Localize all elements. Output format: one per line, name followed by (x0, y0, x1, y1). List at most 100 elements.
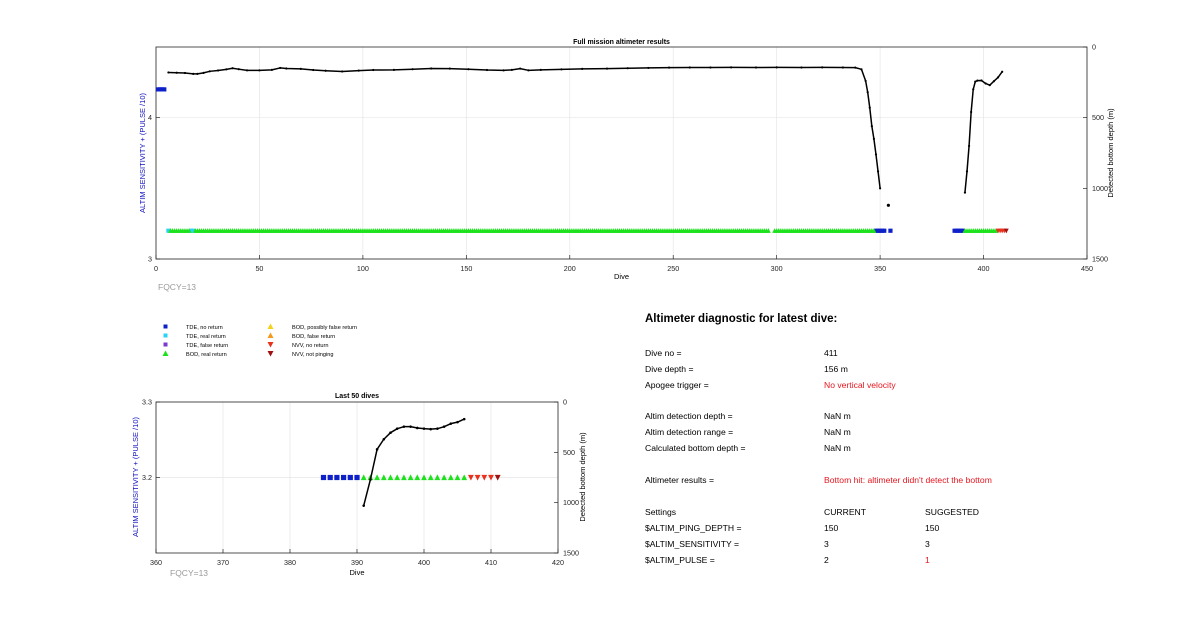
depth-point (854, 66, 857, 69)
altim-depth-label: Altim detection depth = (645, 411, 733, 421)
marker-bod-real-return (993, 228, 999, 233)
marker-bod-real-return (427, 474, 434, 481)
chart1-ticks: 0 50 100 150 200 250 300 350 400 450 3 4 0 500 1000 150… (148, 43, 1108, 274)
depth-point (872, 137, 876, 140)
marker-bod-real-return (421, 474, 427, 481)
depth-point (395, 427, 399, 430)
marker-bod-real-return (407, 474, 414, 481)
depth-point (375, 448, 379, 451)
depth-point (183, 71, 187, 75)
depth-point (821, 66, 824, 69)
depth-point (864, 79, 867, 83)
depth-point (502, 69, 505, 72)
y2-tick-label: 500 (1092, 113, 1104, 122)
depth-point (980, 79, 983, 82)
marker-tde-no-return (354, 474, 360, 481)
suggested-header: SUGGESTED (925, 507, 979, 517)
depth-point (963, 191, 967, 194)
calc-depth-row: Calculated bottom depth = NaN m (645, 443, 1185, 455)
ping-depth-row: $ALTIM_PING_DEPTH = 150 150 (645, 523, 1185, 535)
depth-point (984, 82, 987, 85)
marker-tde-no-return (888, 228, 893, 233)
marker-bod-real-return (360, 474, 367, 481)
depth-point (382, 437, 386, 441)
depth-point (866, 91, 869, 94)
depth-point (362, 504, 366, 507)
chart2-title: Last 50 dives (335, 393, 379, 400)
apogee-label: Apogee trigger = (645, 380, 709, 390)
pulse-label: $ALTIM_PULSE = (645, 555, 715, 565)
depth-point (416, 426, 419, 430)
dive-no-label: Dive no = (645, 348, 682, 358)
legend-label-tde-false-return: TDE, false return (186, 343, 228, 349)
depth-series-line (362, 418, 465, 506)
depth-point (357, 69, 360, 72)
depth-point (485, 68, 489, 72)
depth-point (341, 70, 344, 73)
marker-bod-real-return (434, 474, 441, 481)
y2-tick-label: 0 (563, 398, 567, 407)
y2-tick-label: 500 (563, 448, 575, 457)
legend-marker-nvv-no-return (267, 342, 274, 348)
marker-tde-no-return (960, 228, 965, 233)
x-tick-label: 300 (771, 264, 783, 273)
chart1-marks (155, 66, 1009, 234)
altim-depth-value: NaN m (824, 411, 851, 421)
depth-point (402, 425, 406, 428)
marker-tde-no-return (162, 87, 167, 92)
marker-bod-real-return (871, 228, 877, 233)
x-tick-label: 370 (217, 558, 229, 567)
x-tick-label: 100 (357, 264, 369, 273)
calc-depth-value: NaN m (824, 443, 851, 453)
depth-point (539, 68, 542, 71)
marker-nvv-no-return (468, 474, 474, 481)
chart1-ylabel: ALTIM SENSITIVITY + (PULSE /10) (138, 93, 147, 213)
depth-point (879, 187, 882, 190)
legend-marker-tde-false-return (163, 342, 168, 347)
diagnostic-title: Altimeter diagnostic for latest dive: (645, 313, 838, 325)
marker-tde-no-return (347, 474, 353, 481)
chart2-fqcy-annotation: FQCY=13 (170, 568, 208, 578)
legend-marker-bod-real-return (162, 350, 169, 356)
settings-header-row: Settings CURRENT SUGGESTED (645, 507, 1185, 519)
y-tick-label: 3.2 (142, 473, 152, 482)
depth-point (372, 68, 375, 72)
depth-point (988, 84, 991, 87)
marker-bod-real-return (441, 474, 447, 481)
chart2-y2label: Detected bottom depth (m) (578, 432, 587, 522)
marker-bod-real-return (414, 474, 421, 481)
ping-depth-suggested: 150 (925, 523, 940, 533)
depth-point (442, 425, 446, 428)
depth-point (216, 69, 220, 72)
marker-bod-real-return (380, 474, 387, 481)
depth-point (389, 431, 392, 435)
marker-bod-real-return (387, 474, 394, 481)
depth-point (992, 80, 996, 83)
depth-point (422, 427, 426, 430)
marker-tde-real-return (166, 228, 171, 233)
marker-bod-real-return (394, 474, 401, 481)
dive-depth-label: Dive depth = (645, 364, 694, 374)
marker-bod-real-return (374, 474, 380, 481)
altim-range-row: Altim detection range = NaN m (645, 427, 1185, 439)
legend-marker-tde-real-return (163, 333, 168, 338)
current-header: CURRENT (824, 507, 867, 517)
depth-point-isolated (886, 203, 890, 207)
marker-nvv-no-return (481, 474, 488, 481)
results-label: Altimeter results = (645, 475, 715, 485)
depth-point (436, 427, 439, 430)
x-tick-label: 350 (874, 264, 886, 273)
sensitivity-current: 3 (824, 539, 829, 549)
depth-point (449, 422, 453, 425)
altim-depth-row: Altim detection depth = NaN m (645, 411, 1185, 423)
marker-tde-no-return (882, 228, 887, 233)
marker-bod-real-return (461, 474, 468, 481)
depth-point (647, 66, 650, 70)
depth-point (225, 68, 228, 71)
depth-point (974, 80, 977, 83)
x-tick-label: 390 (351, 558, 363, 567)
depth-point (730, 66, 733, 69)
depth-point (709, 66, 712, 69)
legend-label-tde-no-return: TDE, no return (186, 325, 223, 331)
depth-point (970, 110, 973, 114)
